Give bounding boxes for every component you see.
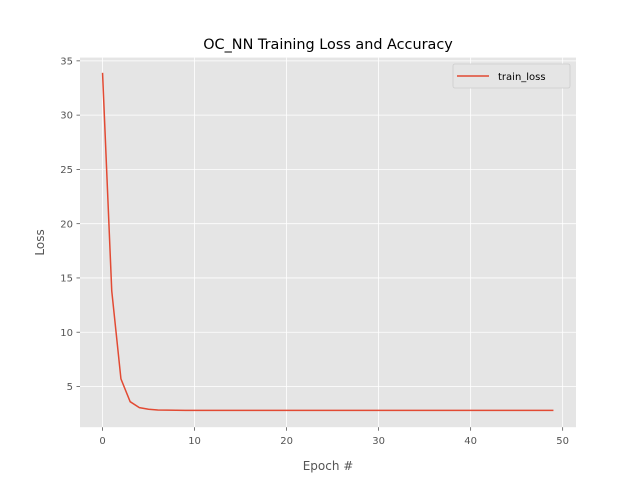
grid-lines: [80, 57, 576, 428]
y-axis-label: Loss: [33, 229, 47, 255]
y-tick-label: 35: [60, 56, 73, 67]
y-tick-label: 25: [60, 165, 73, 176]
y-tick-label: 30: [60, 111, 73, 122]
x-tick-label: 20: [280, 436, 293, 447]
chart-title: OC_NN Training Loss and Accuracy: [203, 37, 453, 53]
y-tick-label: 15: [60, 274, 73, 285]
x-tick-label: 40: [464, 436, 477, 447]
legend-box: [452, 63, 571, 89]
y-tick-label: 10: [60, 328, 73, 339]
series-layer: [101, 72, 554, 412]
y-axis-ticks: 5 10 15 20 25 30 35: [60, 56, 80, 393]
x-axis-label: Epoch #: [303, 459, 354, 473]
x-tick-label: 0: [99, 436, 105, 447]
y-tick-label: 5: [67, 382, 73, 393]
legend: train_loss: [452, 63, 571, 89]
legend-label-train-loss: train_loss: [498, 72, 546, 83]
series-line-train-loss: [101, 72, 554, 412]
x-tick-label: 30: [372, 436, 385, 447]
x-tick-label: 50: [556, 436, 569, 447]
y-tick-label: 20: [60, 219, 73, 230]
x-axis-ticks: 0 10 20 30 40 50: [99, 427, 569, 447]
x-tick-label: 10: [188, 436, 201, 447]
plot-area: [80, 57, 576, 428]
